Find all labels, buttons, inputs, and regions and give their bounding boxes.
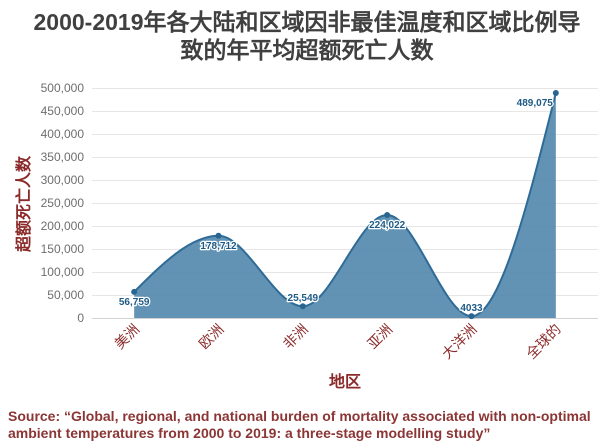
x-axis-ticks: 美洲 欧洲 非洲 亚洲 大洋洲 全球的 (111, 321, 564, 362)
x-tick-label: 欧洲 (196, 321, 227, 352)
x-tick-label: 全球的 (523, 321, 564, 362)
y-tick-label: 500,000 (41, 81, 85, 95)
y-tick-label: 450,000 (41, 104, 85, 118)
plot-area: 56,759 178,712 25,549 224,022 4033 489,075 0 50… (41, 81, 598, 362)
x-tick-label: 大洋洲 (439, 321, 480, 362)
y-tick-label: 100,000 (41, 265, 85, 279)
data-point (384, 211, 391, 218)
y-axis-ticks: 0 50,000 100,000 150,000 200,000 250,000 300,0… (41, 81, 85, 325)
data-point (299, 303, 306, 310)
x-tick-label: 非洲 (280, 321, 311, 352)
x-tick-label: 亚洲 (364, 321, 395, 352)
y-tick-label: 150,000 (41, 242, 85, 256)
y-tick-label: 400,000 (41, 127, 85, 141)
y-tick-label: 300,000 (41, 173, 85, 187)
area-fill (134, 93, 556, 318)
data-label: 489,075 (517, 98, 554, 109)
source-note-line-2: ambient temperatures from 2000 to 2019: … (8, 425, 490, 441)
data-label: 224,022 (369, 220, 406, 231)
y-tick-label: 50,000 (47, 288, 84, 302)
y-tick-label: 0 (77, 311, 84, 325)
data-point (131, 288, 138, 295)
data-point (552, 90, 559, 97)
data-label: 178,712 (200, 241, 237, 252)
y-tick-label: 350,000 (41, 150, 85, 164)
data-labels: 56,759 178,712 25,549 224,022 4033 489,075 (118, 97, 555, 316)
chart-title-line-2: 致的年平均超额死亡人数 (181, 37, 435, 63)
x-tick-label: 美洲 (111, 321, 142, 352)
data-label: 56,759 (119, 297, 150, 308)
data-point (215, 232, 222, 239)
data-label: 25,549 (288, 293, 319, 304)
y-tick-label: 200,000 (41, 219, 85, 233)
y-axis-title: 超额死亡人数 (14, 155, 33, 253)
y-tick-label: 250,000 (41, 196, 85, 210)
chart-title-line-1: 2000-2019年各大陆和区域因非最佳温度和区域比例导 (34, 9, 581, 35)
x-axis-title: 地区 (329, 372, 361, 391)
data-label: 4033 (460, 303, 483, 314)
data-points (131, 90, 559, 320)
data-point (468, 313, 475, 320)
source-note-line-1: Source: “Global, regional, and national … (8, 408, 591, 424)
